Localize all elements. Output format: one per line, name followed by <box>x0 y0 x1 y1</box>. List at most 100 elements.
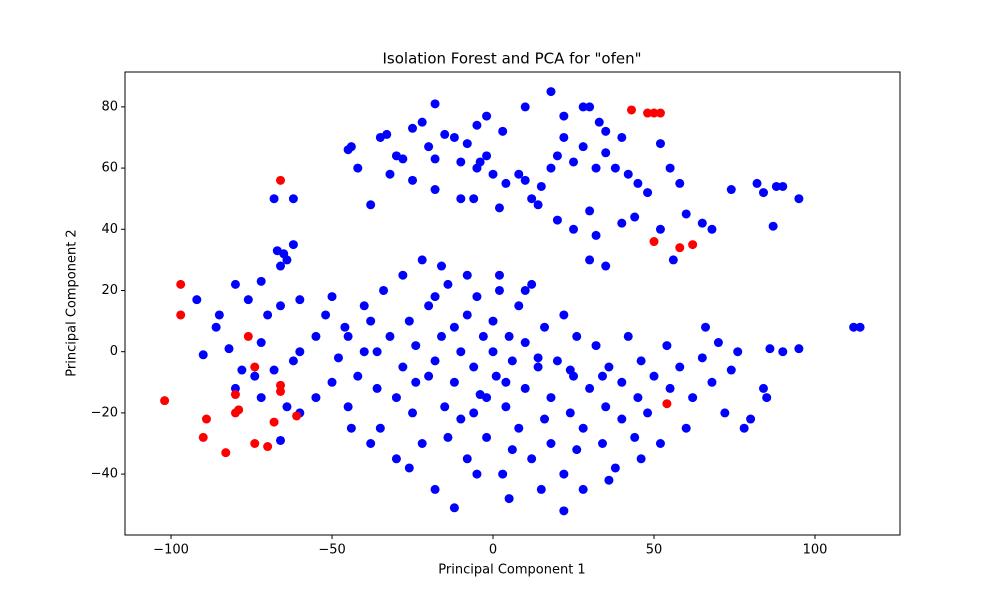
point <box>855 322 865 332</box>
point <box>424 371 434 381</box>
point <box>230 279 240 289</box>
point <box>343 331 353 341</box>
point <box>391 454 401 464</box>
point <box>482 151 492 161</box>
points <box>160 87 865 516</box>
point <box>346 423 356 433</box>
point <box>250 371 260 381</box>
point <box>726 365 736 375</box>
point <box>276 435 286 445</box>
point <box>250 439 260 449</box>
point <box>688 393 698 403</box>
point <box>353 163 363 173</box>
point <box>456 414 466 424</box>
point <box>591 230 601 240</box>
point <box>610 163 620 173</box>
point <box>697 218 707 228</box>
point <box>675 243 685 253</box>
point <box>578 484 588 494</box>
y-tick-label: −40 <box>91 467 118 482</box>
point <box>276 261 286 271</box>
x-tick-label: 50 <box>646 543 663 558</box>
point <box>662 341 672 351</box>
point <box>411 341 421 351</box>
point <box>601 402 611 412</box>
point <box>655 224 665 234</box>
point <box>430 484 440 494</box>
point <box>507 445 517 455</box>
point <box>675 178 685 188</box>
point <box>404 316 414 326</box>
point <box>552 151 562 161</box>
point <box>594 117 604 127</box>
point <box>385 331 395 341</box>
point <box>569 157 579 167</box>
point <box>475 157 485 167</box>
point <box>494 270 504 280</box>
point <box>256 338 266 348</box>
point <box>494 285 504 295</box>
point <box>176 310 186 320</box>
point <box>472 120 482 130</box>
point <box>520 285 530 295</box>
point <box>276 175 286 185</box>
point <box>160 396 170 406</box>
point <box>343 402 353 412</box>
point <box>662 399 672 409</box>
point <box>665 383 675 393</box>
point <box>649 108 659 118</box>
point <box>321 310 331 320</box>
point <box>533 200 543 210</box>
point <box>778 181 788 191</box>
point <box>636 356 646 366</box>
point <box>633 393 643 403</box>
point <box>424 142 434 152</box>
point <box>597 371 607 381</box>
point <box>366 200 376 210</box>
point <box>762 393 772 403</box>
point <box>288 356 298 366</box>
point <box>546 393 556 403</box>
point <box>591 163 601 173</box>
point <box>201 414 211 424</box>
point <box>733 347 743 357</box>
point <box>633 178 643 188</box>
point <box>472 292 482 302</box>
point <box>417 117 427 127</box>
point <box>565 408 575 418</box>
point <box>456 194 466 204</box>
point <box>269 417 279 427</box>
x-tick-label: 0 <box>489 543 497 558</box>
point <box>726 185 736 195</box>
point <box>385 169 395 179</box>
point <box>572 445 582 455</box>
point <box>224 344 234 354</box>
point <box>472 469 482 479</box>
point <box>398 270 408 280</box>
point <box>527 194 537 204</box>
point <box>630 432 640 442</box>
point <box>546 163 556 173</box>
y-tick-label: −20 <box>91 405 118 420</box>
point <box>585 383 595 393</box>
point <box>456 157 466 167</box>
point <box>501 377 511 387</box>
point <box>771 181 781 191</box>
point <box>520 102 530 112</box>
point <box>752 178 762 188</box>
point <box>353 371 363 381</box>
point <box>243 295 253 305</box>
point <box>404 463 414 473</box>
point <box>214 310 224 320</box>
point <box>375 423 385 433</box>
point <box>424 301 434 311</box>
point <box>514 301 524 311</box>
point <box>408 123 418 133</box>
chart-title: Isolation Forest and PCA for "ofen" <box>383 50 642 68</box>
point <box>430 292 440 302</box>
point <box>849 322 859 332</box>
point <box>559 132 569 142</box>
point <box>379 285 389 295</box>
point <box>311 331 321 341</box>
point <box>578 423 588 433</box>
